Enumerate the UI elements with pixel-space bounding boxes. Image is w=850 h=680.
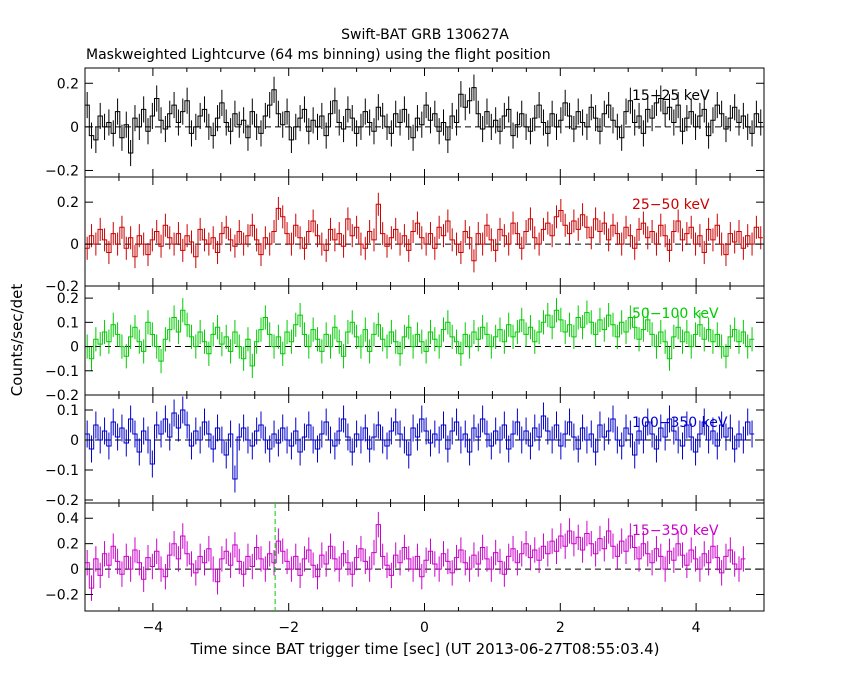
series-line	[85, 203, 763, 262]
band-label: 15−350 keV	[632, 523, 719, 539]
y-tick-label: 0.1	[57, 315, 79, 331]
series-line	[85, 309, 755, 367]
x-tick-label: −4	[143, 620, 164, 636]
series-group	[85, 74, 763, 167]
y-tick-label: 0	[70, 237, 79, 253]
y-tick-label: −0.1	[45, 463, 79, 479]
y-tick-label: 0.1	[57, 403, 79, 419]
y-axis-label: Counts/sec/det	[8, 284, 26, 397]
panel-3: −0.2 −0.1 0 0.1 0.2 50−100 keV	[45, 285, 765, 404]
y-tick-label: −0.2	[45, 388, 79, 404]
panel-frame	[84, 394, 765, 504]
series-line	[85, 409, 755, 480]
panel-2: −0.2 0 0.2 25−50 keV	[45, 176, 765, 295]
panel-frame	[84, 285, 765, 396]
series-group	[85, 396, 755, 493]
y-tick-label: 0	[70, 433, 79, 449]
x-tick-label: 0	[420, 620, 429, 636]
series-group	[85, 511, 746, 601]
band-label: 15−25 keV	[632, 88, 710, 104]
x-axis-label: Time since BAT trigger time [sec] (UT 20…	[190, 640, 660, 658]
y-tick-label: 0	[70, 340, 79, 356]
chart-title: Swift-BAT GRB 130627A	[341, 27, 509, 43]
y-tick-label: 0.2	[57, 76, 79, 92]
y-tick-label: 0.2	[57, 537, 79, 553]
x-axis: −4 −2 0 2 4	[143, 620, 701, 636]
panel-5: −0.2 0 0.2 0.4 15−350 keV	[45, 502, 765, 612]
x-tick-label: −2	[278, 620, 299, 636]
panel-4: −0.2 −0.1 0 0.1 100−350 keV	[45, 394, 765, 509]
y-tick-label: 0	[70, 562, 79, 578]
y-tick-label: −0.2	[45, 493, 79, 509]
panel-1: −0.2 0 0.2 15−25 keV	[45, 67, 765, 179]
band-label: 50−100 keV	[632, 306, 719, 322]
panels-group: −0.200.215−25 keV−0.200.2 25−50 keV−0.2−0…	[45, 67, 765, 612]
y-tick-label: 0.4	[57, 511, 79, 527]
series-group	[85, 298, 755, 379]
series-group	[85, 192, 763, 273]
x-tick-label: 2	[556, 620, 565, 636]
y-tick-label: 0	[70, 120, 79, 136]
y-tick-label: −0.2	[45, 587, 79, 603]
series-line	[85, 87, 763, 154]
y-tick-label: −0.2	[45, 163, 79, 179]
y-tick-label: −0.2	[45, 279, 79, 295]
chart-subtitle: Maskweighted Lightcurve (64 ms binning) …	[86, 47, 551, 63]
y-tick-label: 0.2	[57, 195, 79, 211]
y-tick-label: 0.2	[57, 291, 79, 307]
y-tick-label: −0.1	[45, 364, 79, 380]
band-label: 25−50 keV	[632, 197, 710, 213]
band-label: 100−350 keV	[632, 415, 728, 431]
x-tick-label: 4	[692, 620, 701, 636]
